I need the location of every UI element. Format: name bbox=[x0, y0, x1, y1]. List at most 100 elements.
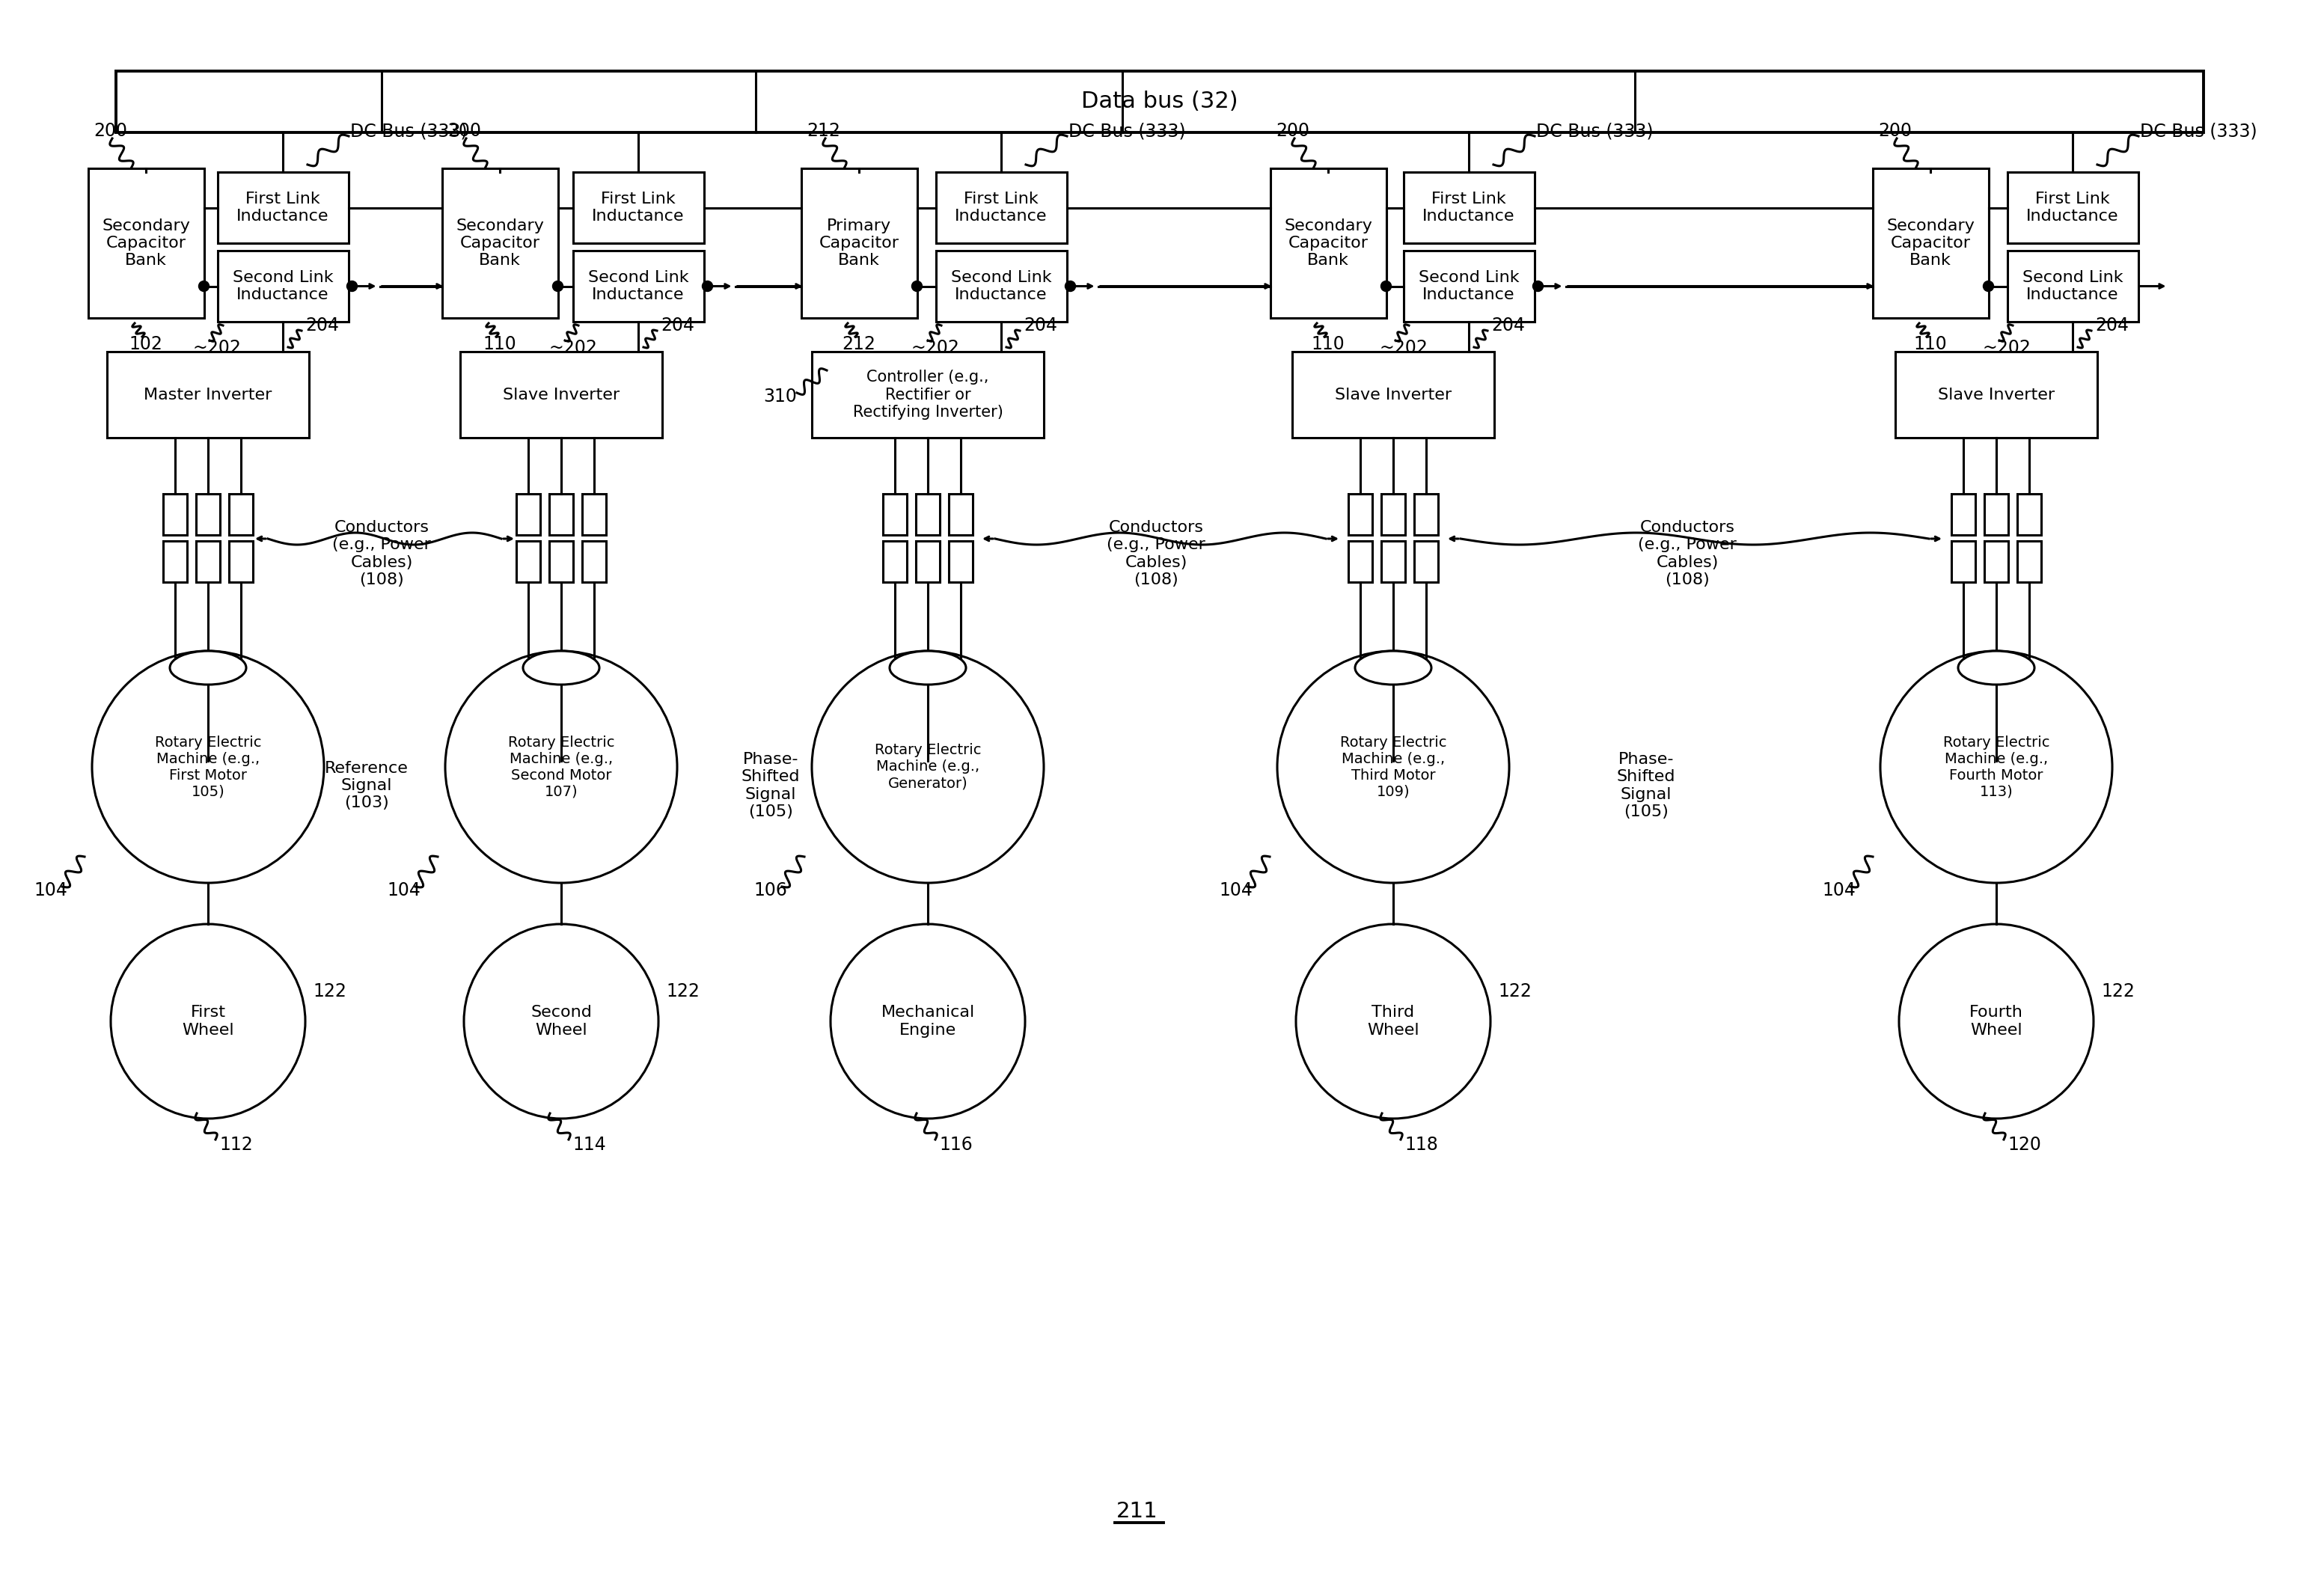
FancyBboxPatch shape bbox=[2008, 172, 2138, 243]
Circle shape bbox=[112, 925, 304, 1118]
Text: ~202: ~202 bbox=[193, 339, 242, 358]
Text: Conductors
(e.g., Power
Cables)
(108): Conductors (e.g., Power Cables) (108) bbox=[1638, 520, 1736, 587]
Text: Second
Wheel: Second Wheel bbox=[530, 1005, 593, 1038]
FancyBboxPatch shape bbox=[883, 495, 906, 536]
FancyBboxPatch shape bbox=[163, 540, 186, 583]
FancyBboxPatch shape bbox=[948, 540, 974, 583]
FancyBboxPatch shape bbox=[88, 169, 205, 318]
Text: Rotary Electric
Machine (e.g.,
First Motor
105): Rotary Electric Machine (e.g., First Mot… bbox=[156, 736, 260, 799]
FancyBboxPatch shape bbox=[1952, 495, 1975, 536]
Text: 104: 104 bbox=[1822, 882, 1857, 899]
Ellipse shape bbox=[1355, 650, 1432, 685]
Text: Rotary Electric
Machine (e.g.,
Fourth Motor
113): Rotary Electric Machine (e.g., Fourth Mo… bbox=[1943, 736, 2050, 799]
FancyBboxPatch shape bbox=[230, 495, 253, 536]
FancyBboxPatch shape bbox=[516, 495, 539, 536]
Text: 204: 204 bbox=[304, 317, 339, 334]
FancyBboxPatch shape bbox=[1896, 351, 2096, 438]
FancyBboxPatch shape bbox=[883, 540, 906, 583]
Text: 200: 200 bbox=[1276, 121, 1308, 140]
Ellipse shape bbox=[1959, 650, 2034, 685]
Text: 211: 211 bbox=[1116, 1501, 1157, 1521]
Text: 204: 204 bbox=[1492, 317, 1525, 334]
FancyBboxPatch shape bbox=[1380, 540, 1406, 583]
Text: 200: 200 bbox=[1878, 121, 1913, 140]
FancyBboxPatch shape bbox=[163, 495, 186, 536]
Text: DC Bus (333): DC Bus (333) bbox=[1069, 121, 1185, 140]
Ellipse shape bbox=[523, 650, 600, 685]
FancyBboxPatch shape bbox=[195, 540, 221, 583]
Text: 110: 110 bbox=[1913, 335, 1948, 353]
Text: Second Link
Inductance: Second Link Inductance bbox=[588, 269, 688, 302]
Text: 204: 204 bbox=[1023, 317, 1057, 334]
FancyBboxPatch shape bbox=[1413, 540, 1439, 583]
Circle shape bbox=[1297, 925, 1490, 1118]
Circle shape bbox=[911, 280, 923, 291]
Text: First Link
Inductance: First Link Inductance bbox=[1422, 192, 1515, 224]
Text: Reference
Signal
(103): Reference Signal (103) bbox=[325, 761, 409, 811]
FancyBboxPatch shape bbox=[802, 169, 918, 318]
FancyBboxPatch shape bbox=[572, 172, 704, 243]
Text: 204: 204 bbox=[660, 317, 695, 334]
Circle shape bbox=[1880, 650, 2113, 884]
FancyBboxPatch shape bbox=[2008, 250, 2138, 321]
Text: Conductors
(e.g., Power
Cables)
(108): Conductors (e.g., Power Cables) (108) bbox=[332, 520, 430, 587]
Circle shape bbox=[811, 650, 1043, 884]
Text: Data bus (32): Data bus (32) bbox=[1081, 91, 1239, 112]
FancyBboxPatch shape bbox=[1292, 351, 1494, 438]
Text: Phase-
Shifted
Signal
(105): Phase- Shifted Signal (105) bbox=[1618, 753, 1676, 819]
Text: Third
Wheel: Third Wheel bbox=[1367, 1005, 1420, 1038]
FancyBboxPatch shape bbox=[811, 351, 1043, 438]
FancyBboxPatch shape bbox=[1985, 540, 2008, 583]
Circle shape bbox=[702, 280, 713, 291]
Text: 110: 110 bbox=[483, 335, 516, 353]
FancyBboxPatch shape bbox=[1952, 540, 1975, 583]
Text: 104: 104 bbox=[1220, 882, 1253, 899]
FancyBboxPatch shape bbox=[1404, 250, 1534, 321]
FancyBboxPatch shape bbox=[581, 495, 607, 536]
Text: 212: 212 bbox=[806, 121, 841, 140]
FancyBboxPatch shape bbox=[916, 540, 939, 583]
Text: Second Link
Inductance: Second Link Inductance bbox=[2022, 269, 2122, 302]
Text: First
Wheel: First Wheel bbox=[181, 1005, 235, 1038]
FancyBboxPatch shape bbox=[195, 495, 221, 536]
Text: 114: 114 bbox=[572, 1136, 607, 1154]
Text: Mechanical
Engine: Mechanical Engine bbox=[881, 1005, 974, 1038]
Circle shape bbox=[1899, 925, 2094, 1118]
Text: Secondary
Capacitor
Bank: Secondary Capacitor Bank bbox=[456, 219, 544, 268]
Text: Second Link
Inductance: Second Link Inductance bbox=[232, 269, 332, 302]
Text: 200: 200 bbox=[93, 121, 128, 140]
FancyBboxPatch shape bbox=[218, 250, 349, 321]
Text: 122: 122 bbox=[2101, 983, 2136, 1000]
Circle shape bbox=[1064, 280, 1076, 291]
Text: Conductors
(e.g., Power
Cables)
(108): Conductors (e.g., Power Cables) (108) bbox=[1106, 520, 1206, 587]
FancyBboxPatch shape bbox=[442, 169, 558, 318]
FancyBboxPatch shape bbox=[1348, 540, 1371, 583]
Circle shape bbox=[830, 925, 1025, 1118]
Text: Primary
Capacitor
Bank: Primary Capacitor Bank bbox=[818, 219, 899, 268]
Circle shape bbox=[1982, 280, 1994, 291]
Circle shape bbox=[198, 280, 209, 291]
Text: Rotary Electric
Machine (e.g.,
Third Motor
109): Rotary Electric Machine (e.g., Third Mot… bbox=[1341, 736, 1446, 799]
FancyBboxPatch shape bbox=[516, 540, 539, 583]
Text: ~202: ~202 bbox=[548, 339, 597, 358]
Text: Slave Inverter: Slave Inverter bbox=[502, 387, 621, 402]
Text: ~202: ~202 bbox=[911, 339, 960, 358]
Text: Secondary
Capacitor
Bank: Secondary Capacitor Bank bbox=[1283, 219, 1371, 268]
Text: 104: 104 bbox=[35, 882, 67, 899]
Text: Rotary Electric
Machine (e.g.,
Generator): Rotary Electric Machine (e.g., Generator… bbox=[874, 743, 981, 791]
FancyBboxPatch shape bbox=[1271, 169, 1385, 318]
FancyBboxPatch shape bbox=[948, 495, 974, 536]
Text: 200: 200 bbox=[449, 121, 481, 140]
FancyBboxPatch shape bbox=[572, 250, 704, 321]
FancyBboxPatch shape bbox=[548, 495, 574, 536]
Text: ~202: ~202 bbox=[1982, 339, 2031, 358]
Text: 118: 118 bbox=[1404, 1136, 1439, 1154]
Text: 110: 110 bbox=[1311, 335, 1346, 353]
FancyBboxPatch shape bbox=[116, 71, 2203, 132]
Text: Controller (e.g.,
Rectifier or
Rectifying Inverter): Controller (e.g., Rectifier or Rectifyin… bbox=[853, 370, 1004, 419]
Text: Rotary Electric
Machine (e.g.,
Second Motor
107): Rotary Electric Machine (e.g., Second Mo… bbox=[509, 736, 614, 799]
Text: 122: 122 bbox=[667, 983, 700, 1000]
Text: Slave Inverter: Slave Inverter bbox=[1938, 387, 2054, 402]
Circle shape bbox=[446, 650, 676, 884]
FancyBboxPatch shape bbox=[1404, 172, 1534, 243]
